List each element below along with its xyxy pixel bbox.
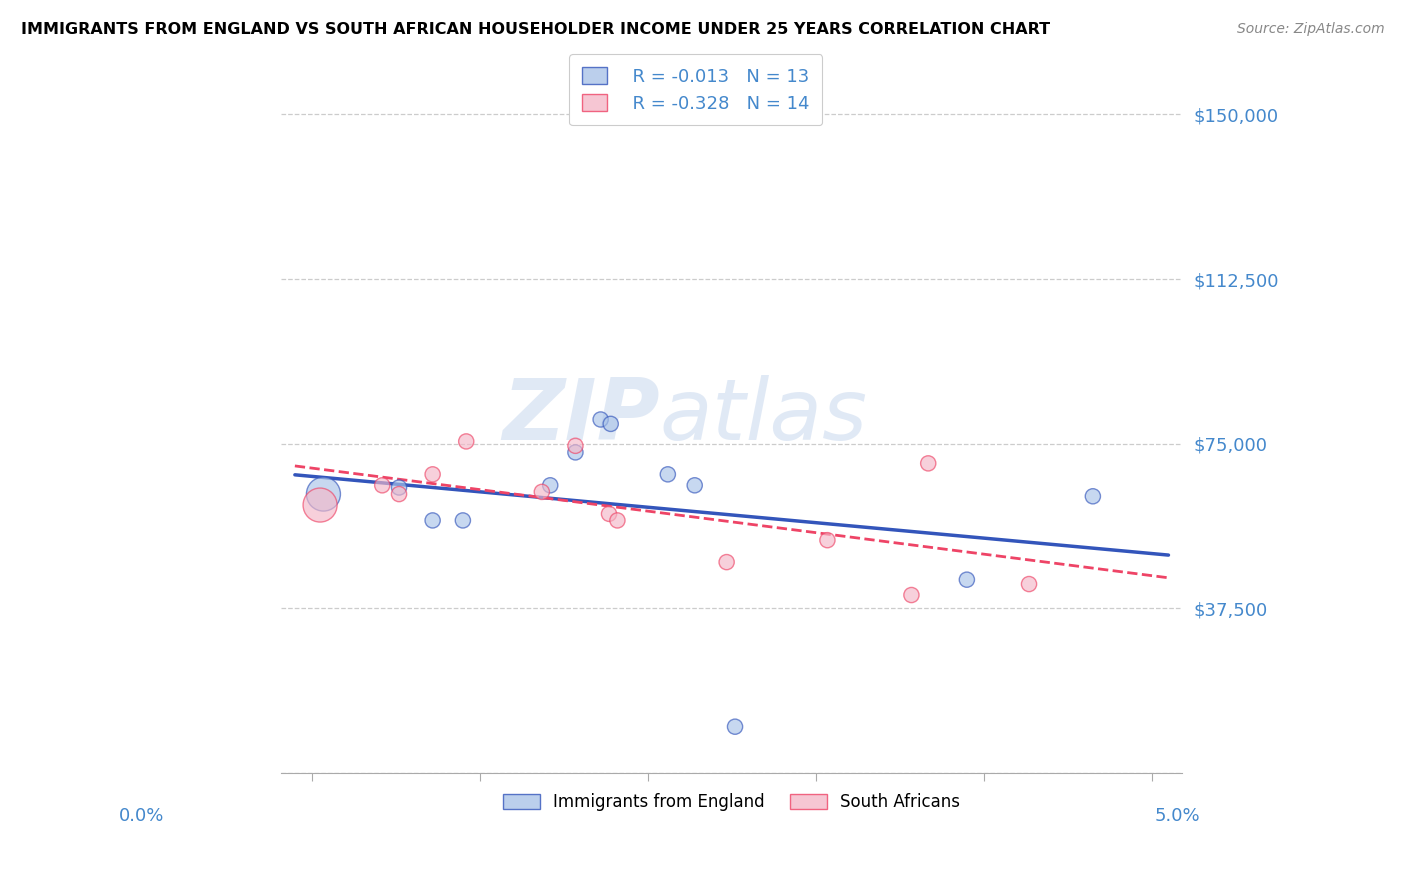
Point [817,533,839,548]
Point [716,555,738,569]
Legend: Immigrants from England, South Africans: Immigrants from England, South Africans [496,787,967,818]
Point [683,478,706,492]
Text: atlas: atlas [659,375,868,458]
Text: IMMIGRANTS FROM ENGLAND VS SOUTH AFRICAN HOUSEHOLDER INCOME UNDER 25 YEARS CORRE: IMMIGRANTS FROM ENGLAND VS SOUTH AFRICAN… [21,22,1050,37]
Text: 0.0%: 0.0% [120,807,165,825]
Point [900,588,922,602]
Point [422,513,444,527]
Point [1081,489,1104,503]
Point [309,498,332,512]
Point [564,439,586,453]
Text: Source: ZipAtlas.com: Source: ZipAtlas.com [1237,22,1385,37]
Point [530,484,553,499]
Point [451,513,474,527]
Point [589,412,612,426]
Point [422,467,444,482]
Point [599,417,621,431]
Point [564,445,586,459]
Point [657,467,679,482]
Point [371,478,394,492]
Text: 5.0%: 5.0% [1154,807,1199,825]
Point [598,507,620,521]
Text: ZIP: ZIP [502,375,659,458]
Point [606,513,628,527]
Point [312,487,335,501]
Point [917,456,939,470]
Point [538,478,561,492]
Point [956,573,979,587]
Point [724,720,747,734]
Point [388,487,411,501]
Point [1018,577,1040,591]
Point [456,434,478,449]
Point [388,481,411,495]
